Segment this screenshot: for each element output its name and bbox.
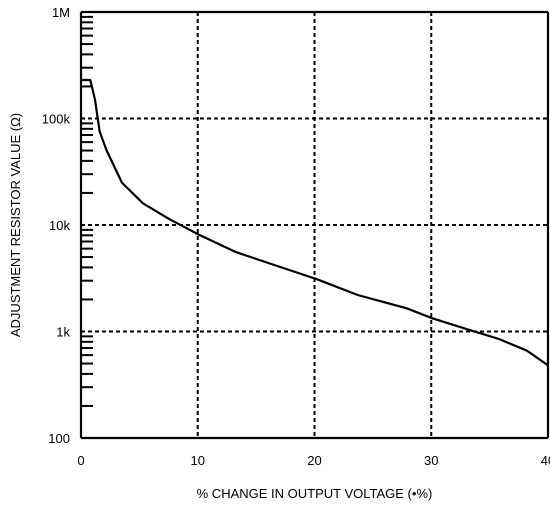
x-tick-label: 20: [307, 453, 321, 468]
x-tick-label: 40: [541, 453, 550, 468]
grid-lines: [81, 12, 548, 438]
x-tick-labels: 0 10 20 30 40: [77, 453, 550, 468]
y-tick-label: 100k: [42, 112, 71, 127]
series-line: [81, 78, 549, 367]
y-axis-title: ADJUSTMENT RESISTOR VALUE (Ω): [8, 113, 23, 337]
y-tick-labels: 100 1k 10k 100k 1M: [42, 5, 71, 446]
plot-frame: [79, 10, 550, 440]
x-tick-label: 0: [77, 453, 84, 468]
x-tick-label: 10: [191, 453, 205, 468]
minor-ticks: [81, 15, 93, 407]
y-tick-label: 10k: [49, 218, 70, 233]
x-tick-label: 30: [424, 453, 438, 468]
y-tick-label: 1k: [56, 325, 70, 340]
x-axis-title: % CHANGE IN OUTPUT VOLTAGE (•%): [197, 486, 433, 501]
y-tick-label: 100: [48, 431, 70, 446]
y-tick-label: 1M: [52, 5, 70, 20]
